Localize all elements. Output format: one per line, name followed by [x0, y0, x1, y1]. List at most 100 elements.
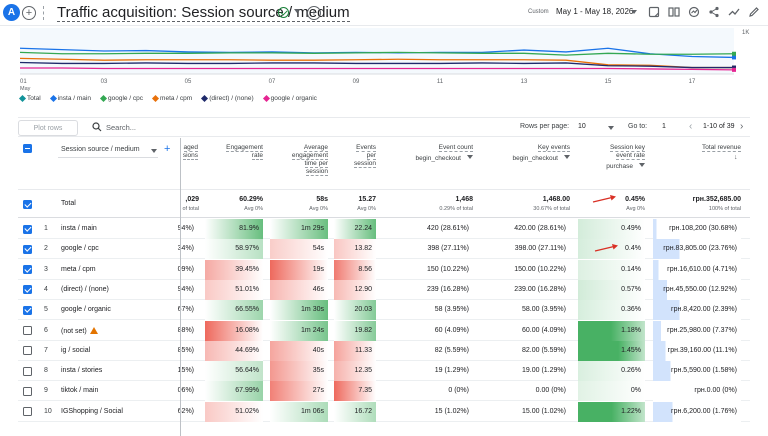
total-revenue: грн.352,685.00 100% of total	[692, 196, 741, 212]
header-revenue[interactable]: Total revenue	[701, 144, 741, 152]
legend-label: meta / cpm	[160, 95, 193, 102]
row-dimension[interactable]: insta / main	[61, 225, 97, 232]
dimension-chevron-icon[interactable]	[151, 149, 157, 153]
cell-engagement-rate: 39.45%	[205, 259, 263, 280]
row-checkbox[interactable]	[23, 244, 32, 254]
trend-icon[interactable]	[728, 6, 740, 18]
table-row[interactable]: 3 meta / cpm 09%) 39.45% 19s 8.56 150 (10.22%)…	[18, 259, 750, 280]
row-checkbox[interactable]	[23, 386, 32, 396]
row-dimension[interactable]: meta / cpm	[61, 266, 96, 273]
header-avg-engagement[interactable]: Average engagement time per session	[291, 144, 328, 176]
cell-revenue: грн.108,200 (30.68%)	[653, 219, 741, 239]
cell-event-count: 60 (4.09%)	[434, 326, 469, 334]
add-report-icon[interactable]: +	[307, 6, 321, 20]
table-row[interactable]: 9 tiktok / main 06%) 67.99% 27s 7.35 0 (0%) 0.0…	[18, 381, 750, 402]
row-number: 3	[44, 265, 48, 273]
add-dimension-icon[interactable]: +	[164, 143, 171, 155]
cell-avg-engagement: 1m 29s	[270, 219, 328, 239]
totals-checkbox[interactable]	[23, 200, 32, 209]
row-checkbox[interactable]	[23, 346, 32, 356]
legend-item[interactable]: meta / cpm	[152, 94, 193, 103]
legend-item[interactable]: Total	[18, 94, 41, 103]
table-row[interactable]: 5 google / organic 67%) 66.55% 1m 30s 20.03 58…	[18, 300, 750, 321]
chevron-down-icon[interactable]	[294, 9, 300, 13]
cell-revenue: грн.5,590.00 (1.58%)	[653, 361, 741, 382]
header-engagement-rate[interactable]: Engagement rate	[226, 144, 263, 160]
legend-item[interactable]: google / cpc	[99, 94, 143, 103]
rows-per-page-select[interactable]: 10	[578, 123, 586, 130]
goto-input[interactable]: 1	[662, 123, 666, 130]
total-key-events: 1,468.00 30.67% of total	[533, 196, 570, 212]
table-row[interactable]: 6 (not set) 88%) 16.08% 1m 24s 19.82 60 (4.09%…	[18, 320, 750, 341]
series-line-1	[19, 51, 735, 56]
date-range-selector[interactable]: May 1 - May 18, 2026	[556, 7, 634, 16]
select-all-checkbox[interactable]	[23, 144, 32, 153]
next-page-icon[interactable]: ›	[740, 121, 744, 132]
cell-revenue: грн.25,980.00 (7.37%)	[653, 320, 741, 341]
row-checkbox[interactable]	[23, 285, 32, 295]
edit-pencil-icon[interactable]	[748, 6, 760, 18]
row-dimension[interactable]: ig / social	[61, 347, 90, 354]
table-row[interactable]: 4 (direct) / (none) 94%) 51.01% 46s 12.90 239 …	[18, 279, 750, 300]
cell-session-key-event-rate: 1.45%	[578, 340, 645, 361]
x-tick-label: 15	[605, 79, 612, 85]
header-skr[interactable]: Session key event rate purchase	[606, 144, 645, 170]
table-row[interactable]: 1 insta / main 94%) 81.9% 1m 29s 22.24 420 (28…	[18, 219, 750, 239]
cell-sessions: 62%)	[177, 407, 194, 415]
note-icon[interactable]	[648, 6, 660, 18]
row-dimension[interactable]: tiktok / main	[61, 387, 98, 394]
row-dimension[interactable]: insta / stories	[61, 367, 102, 374]
warning-icon[interactable]	[89, 326, 98, 334]
row-dimension[interactable]: google / organic	[61, 306, 111, 313]
cell-key-events: 398.00 (27.11%)	[514, 245, 566, 253]
row-checkbox[interactable]	[23, 265, 32, 275]
table-row[interactable]: 7 ig / social 85%) 44.69% 40s 11.33 82 (5.59%)…	[18, 340, 750, 361]
page-info: 1-10 of 39	[703, 123, 735, 130]
row-checkbox[interactable]	[23, 305, 32, 315]
legend-item[interactable]: insta / main	[49, 94, 91, 103]
row-dimension[interactable]: IGShopping / Social	[61, 408, 123, 415]
header-sessions[interactable]: aged sions	[182, 144, 198, 160]
row-dimension[interactable]: (direct) / (none)	[61, 286, 109, 293]
cell-engagement-rate: 51.01%	[205, 279, 263, 300]
search-input[interactable]: Search...	[106, 123, 137, 132]
plot-rows-button[interactable]: Plot rows	[18, 120, 78, 136]
table-row[interactable]: 2 google / cpc 34%) 58.97% 54s 13.82 398 (27.1…	[18, 239, 750, 260]
add-comparison-icon[interactable]: +	[22, 6, 36, 20]
row-checkbox[interactable]	[23, 326, 32, 335]
insights-icon[interactable]	[688, 6, 700, 18]
avatar[interactable]: A	[3, 4, 20, 21]
rows-per-page-chevron-icon[interactable]	[608, 126, 614, 130]
cell-key-events: 58.00 (3.95%)	[522, 306, 566, 314]
header-events-per-session[interactable]: Events per session	[353, 144, 376, 168]
row-dimension[interactable]: google / cpc	[61, 245, 99, 252]
cell-session-key-event-rate: 0.4%	[578, 239, 645, 260]
x-tick-label: 01	[20, 79, 27, 85]
row-checkbox[interactable]	[23, 366, 32, 376]
check-circle-icon[interactable]	[278, 7, 289, 18]
page-title[interactable]: Traffic acquisition: Session source / me…	[57, 4, 350, 22]
row-checkbox[interactable]	[23, 407, 32, 417]
table-row[interactable]: 8 insta / stories 15%) 56.64% 35s 12.35 19 (1.…	[18, 361, 750, 382]
cell-events-per-session: 19.82	[334, 320, 376, 341]
cell-events-per-session: 8.56	[334, 259, 376, 280]
metric-chevron-icon[interactable]	[639, 163, 645, 167]
dimension-select[interactable]: Session source / medium	[58, 144, 158, 158]
legend-marker-icon	[99, 94, 108, 103]
row-number: 8	[44, 367, 48, 375]
compare-icon[interactable]	[668, 6, 680, 18]
row-checkbox[interactable]	[23, 224, 32, 234]
row-number: 9	[44, 387, 48, 395]
legend-item[interactable]: (direct) / (none)	[201, 94, 254, 103]
metric-chevron-icon[interactable]	[467, 155, 473, 159]
date-chevron-icon[interactable]	[631, 10, 637, 14]
sort-arrow-icon[interactable]: ↓	[734, 154, 738, 161]
legend-item[interactable]: google / organic	[262, 94, 317, 103]
header-event-count[interactable]: Event count begin_checkout	[415, 144, 473, 162]
header-key-events[interactable]: Key events begin_checkout	[512, 144, 570, 162]
metric-chevron-icon[interactable]	[564, 155, 570, 159]
table-row[interactable]: 10 IGShopping / Social 62%) 51.02% 1m 06s 16.…	[18, 401, 750, 422]
share-icon[interactable]	[708, 6, 720, 18]
prev-page-icon[interactable]: ‹	[689, 121, 693, 132]
row-dimension[interactable]: (not set)	[61, 326, 98, 335]
